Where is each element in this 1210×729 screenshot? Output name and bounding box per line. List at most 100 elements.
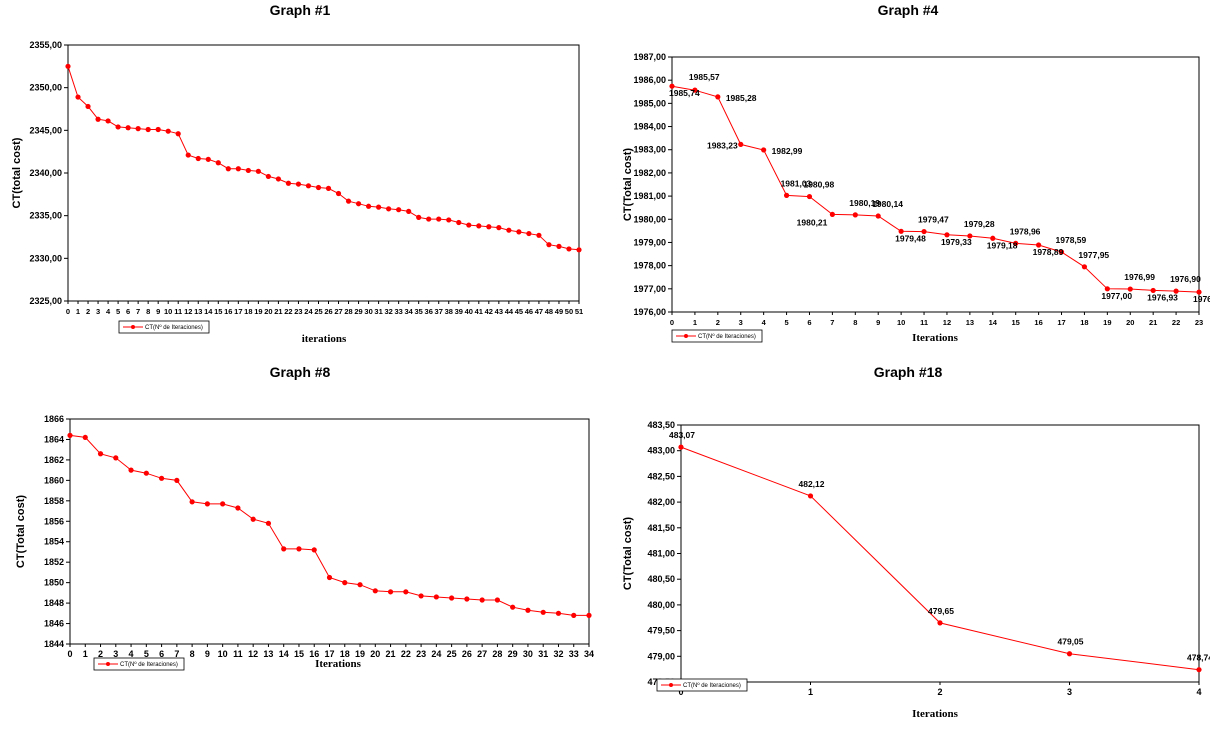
data-point <box>113 455 119 461</box>
series-line <box>67 66 580 251</box>
data-point <box>1066 651 1073 657</box>
y-tick-label: 1976,00 <box>633 307 666 317</box>
data-point <box>365 203 372 209</box>
data-point <box>255 168 261 174</box>
x-tick-label: 13 <box>263 649 273 659</box>
data-point <box>418 593 424 599</box>
x-axis-label: Iterations <box>912 332 959 344</box>
x-tick-label: 2 <box>716 318 720 327</box>
x-tick-label: 4 <box>762 318 767 327</box>
data-point <box>315 184 322 191</box>
x-tick-label: 43 <box>495 307 503 316</box>
legend-box <box>656 678 748 692</box>
data-label: 1979,18 <box>987 240 1018 250</box>
x-tick-label: 16 <box>1034 318 1042 327</box>
x-tick-label: 32 <box>384 307 392 316</box>
data-point <box>67 432 73 438</box>
data-point <box>510 604 516 610</box>
x-tick-label: 29 <box>508 649 518 659</box>
x-tick-label: 8 <box>190 649 195 659</box>
y-tick-label: 482,50 <box>647 471 675 481</box>
data-point <box>325 185 332 191</box>
x-tick-label: 24 <box>304 307 313 316</box>
x-tick-label: 44 <box>505 307 514 316</box>
data-point <box>245 167 251 174</box>
data-point <box>143 470 149 476</box>
legend-box <box>671 329 763 343</box>
x-tick-label: 9 <box>876 318 880 327</box>
data-label: 479,65 <box>928 606 954 616</box>
x-tick-label: 2 <box>86 307 90 316</box>
legend-label: CT(Nº de Iteraciones) <box>145 324 203 331</box>
data-point <box>97 451 104 457</box>
data-point <box>135 126 141 132</box>
chart-graph-1: Graph #1 2325,00 2330,00 2335,00 2340,00 2345… <box>0 0 600 362</box>
data-point <box>406 208 412 214</box>
x-tick-label: 10 <box>218 649 228 659</box>
data-point <box>95 116 101 122</box>
series-line <box>680 446 1200 671</box>
data-point <box>1196 667 1202 673</box>
data-point <box>145 126 151 133</box>
data-point <box>125 125 131 131</box>
chart-title: Graph #8 <box>270 364 331 380</box>
data-point <box>571 612 577 618</box>
data-point <box>1173 288 1179 294</box>
x-tick-label: 39 <box>455 307 463 316</box>
x-tick-label: 1 <box>76 307 80 316</box>
data-point <box>335 190 342 197</box>
plot-area <box>69 418 590 645</box>
x-tick-label: 17 <box>234 307 242 316</box>
data-label: 1979,47 <box>918 215 949 225</box>
plot-area <box>671 56 1200 313</box>
x-tick-label: 3 <box>113 649 118 659</box>
data-point <box>376 204 382 210</box>
data-point <box>265 520 272 526</box>
x-tick-label: 0 <box>66 307 70 316</box>
data-point <box>285 180 292 186</box>
x-tick-label: 14 <box>989 318 998 327</box>
series-line <box>671 85 1200 293</box>
x-tick-label: 40 <box>465 307 473 316</box>
x-tick-label: 34 <box>584 649 594 659</box>
data-point <box>576 247 582 253</box>
x-tick-label: 25 <box>447 649 457 659</box>
x-tick-label: 15 <box>214 307 222 316</box>
x-tick-label: 20 <box>1126 318 1134 327</box>
x-tick-label: 27 <box>334 307 342 316</box>
y-tick-label: 1985,00 <box>633 98 666 108</box>
y-tick-label: 481,50 <box>647 523 675 533</box>
data-label: 1985,57 <box>689 72 720 82</box>
x-tick-label: 42 <box>485 307 493 316</box>
x-tick-label: 32 <box>553 649 563 659</box>
y-tick-label: 1983,00 <box>633 145 666 155</box>
y-tick-label: 479,50 <box>647 626 675 636</box>
y-tick-label: 2350,00 <box>29 83 62 93</box>
data-label: 1979,28 <box>964 219 995 229</box>
data-label: 1978,89 <box>1033 247 1064 257</box>
data-point <box>669 83 675 89</box>
y-tick-label: 482,00 <box>647 497 675 507</box>
x-tick-label: 6 <box>807 318 811 327</box>
x-tick-label: 41 <box>475 307 483 316</box>
y-tick-label: 480,00 <box>647 600 675 610</box>
y-tick-label: 1866 <box>44 414 64 424</box>
y-tick-label: 2345,00 <box>29 125 62 135</box>
x-tick-label: 45 <box>515 307 523 316</box>
data-point <box>1013 240 1019 246</box>
x-tick-label: 28 <box>344 307 352 316</box>
x-tick-label: 2 <box>937 687 942 697</box>
x-tick-label: 22 <box>1172 318 1180 327</box>
data-point <box>449 595 455 601</box>
x-tick-label: 17 <box>1057 318 1065 327</box>
data-point <box>1196 289 1202 295</box>
data-point <box>174 477 180 483</box>
data-point <box>738 141 744 147</box>
data-point <box>506 227 512 233</box>
legend-marker <box>669 683 673 687</box>
x-tick-label: 5 <box>116 307 120 316</box>
x-tick-label: 18 <box>340 649 350 659</box>
data-point <box>1036 242 1042 248</box>
y-tick-label: 483,00 <box>647 446 675 456</box>
y-tick-label: 2330,00 <box>29 253 62 263</box>
